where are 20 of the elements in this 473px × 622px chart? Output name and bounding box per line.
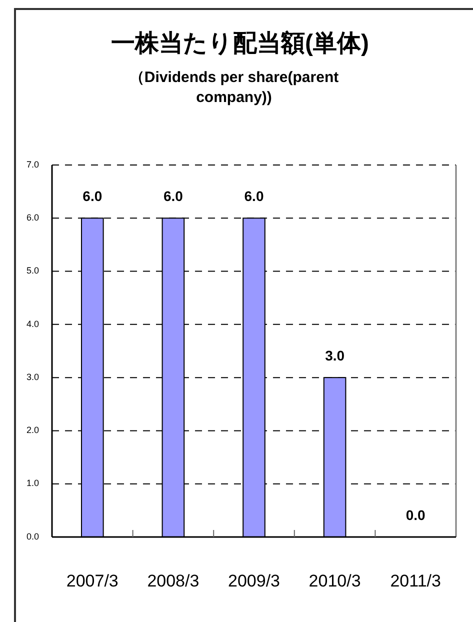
x-tick-label: 2009/3 — [228, 571, 280, 590]
chart-subtitle: （Dividends per share(parent company)) — [128, 68, 340, 108]
x-tick-label: 2008/3 — [147, 571, 200, 590]
y-tick-label: 2.0 — [26, 425, 39, 436]
x-tick-label: 2007/3 — [66, 571, 118, 590]
data-label: 0.0 — [406, 507, 426, 523]
data-label: 6.0 — [82, 188, 102, 204]
y-tick-label: 5.0 — [26, 266, 39, 276]
data-label: 6.0 — [163, 188, 184, 204]
x-tick-label: 2010/3 — [308, 571, 361, 590]
y-tick-label: 7.0 — [26, 159, 39, 170]
y-tick-label: 0.0 — [26, 531, 39, 542]
y-tick-label: 4.0 — [26, 318, 39, 329]
y-tick-label: 3.0 — [26, 372, 39, 382]
x-tick-label: 2011/3 — [390, 571, 441, 590]
y-tick-label: 1.0 — [26, 478, 39, 488]
y-tick-label: 6.0 — [26, 212, 39, 223]
chart-title: 一株当たり配当額(単体) — [110, 29, 370, 59]
data-label: 3.0 — [325, 348, 345, 364]
data-label: 6.0 — [244, 188, 264, 204]
